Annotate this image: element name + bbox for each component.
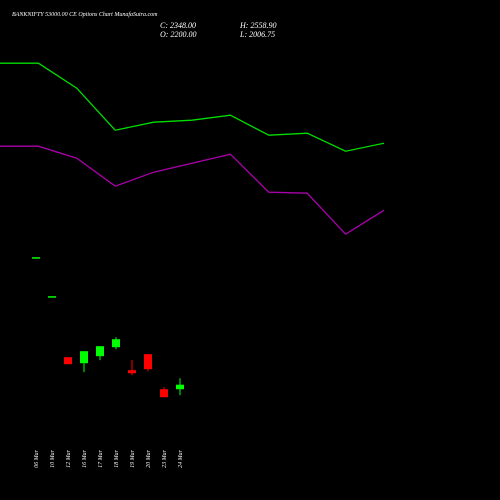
close-label: C: 2348.00 xyxy=(160,21,196,30)
low-label: L: 2006.75 xyxy=(239,30,275,39)
high-label: H: 2558.90 xyxy=(239,21,276,30)
candle-body xyxy=(128,370,136,374)
candle-body xyxy=(160,389,168,398)
x-tick-label: 16 Mar xyxy=(82,449,88,467)
chart-title: BANKNIFTY 53000.00 CE Options Chart Muna… xyxy=(12,11,158,18)
candle-body xyxy=(64,357,72,365)
candle-body xyxy=(80,351,88,364)
indicator-line xyxy=(0,62,385,152)
candle-body xyxy=(144,354,152,370)
x-tick-label: 19 Mar xyxy=(130,449,136,467)
x-tick-label: 23 Mar xyxy=(162,449,168,467)
candle-body xyxy=(112,339,120,348)
x-tick-label: 17 Mar xyxy=(98,449,104,467)
x-tick-label: 12 Mar xyxy=(66,449,72,467)
candle-body xyxy=(32,257,40,259)
candle-body xyxy=(96,346,104,357)
open-label: O: 2200.00 xyxy=(160,30,196,39)
indicator-line xyxy=(0,145,385,236)
x-tick-label: 06 Mar xyxy=(34,449,40,467)
x-tick-label: 24 Mar xyxy=(177,449,184,467)
candle-body xyxy=(48,296,56,298)
x-tick-label: 18 Mar xyxy=(114,449,120,467)
x-tick-label: 20 Mar xyxy=(146,449,152,467)
candle-body xyxy=(176,384,184,390)
x-tick-label: 10 Mar xyxy=(50,449,56,467)
